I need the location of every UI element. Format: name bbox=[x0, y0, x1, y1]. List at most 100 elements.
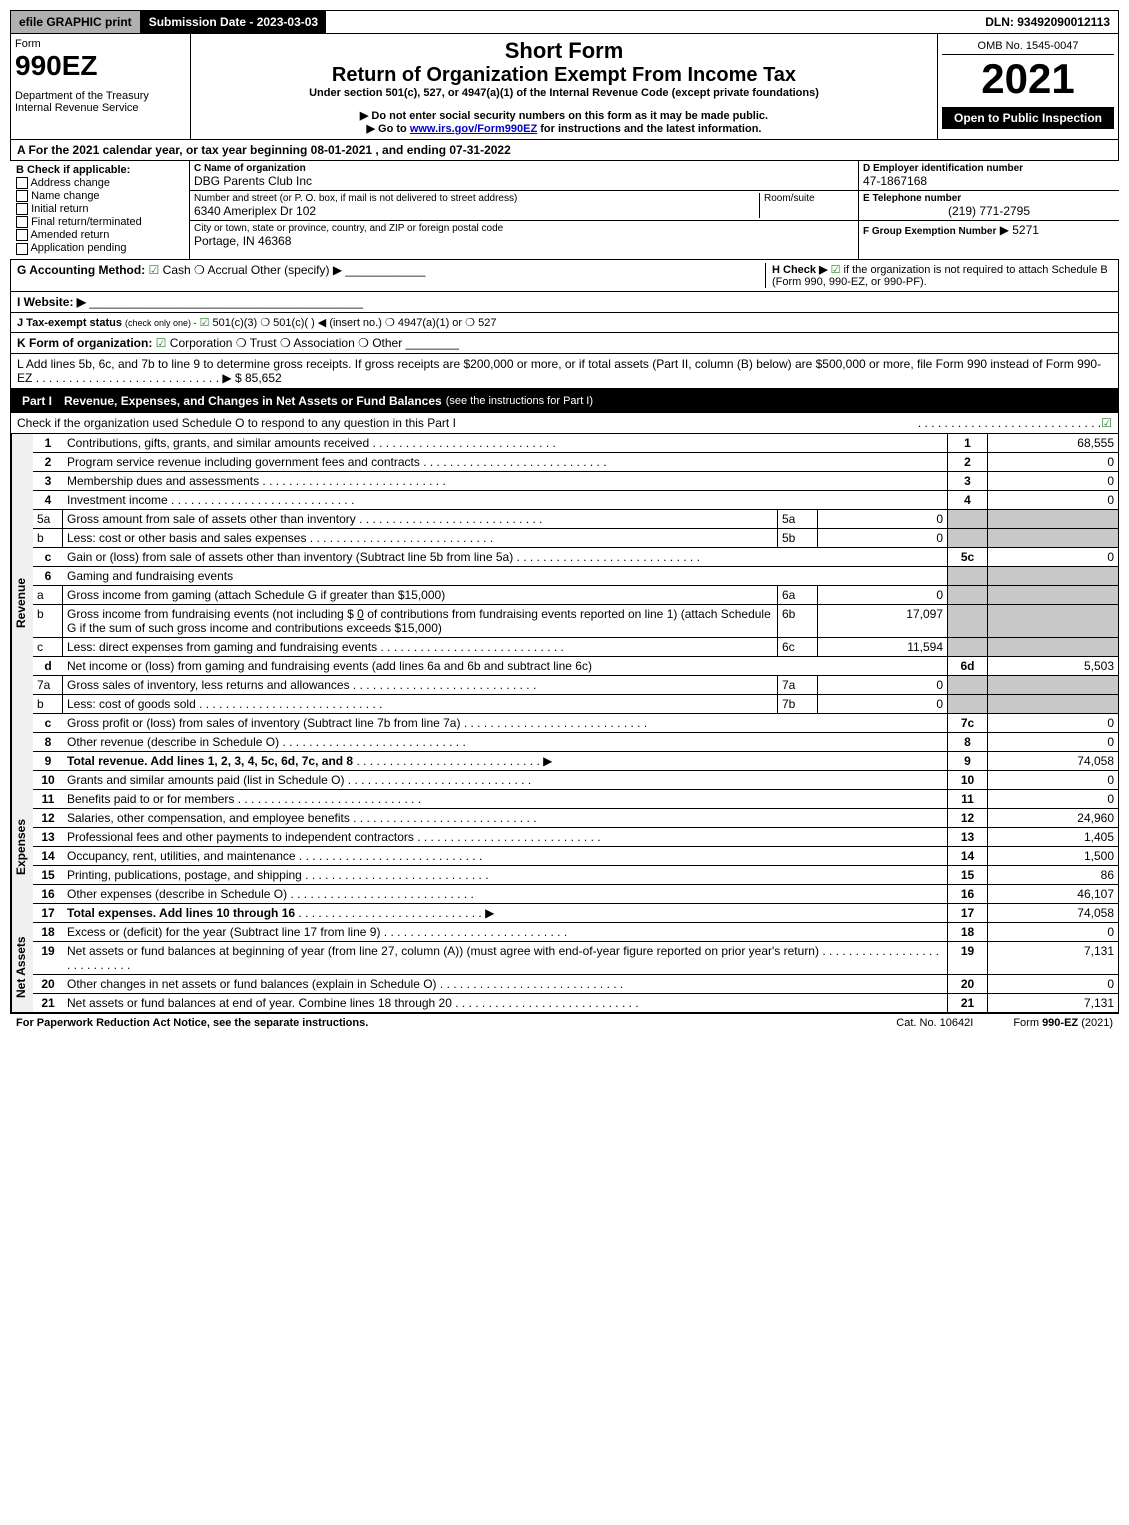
city-value: Portage, IN 46368 bbox=[194, 234, 854, 248]
chk-final-return[interactable]: Final return/terminated bbox=[16, 216, 183, 228]
section-c: C Name of organization DBG Parents Club … bbox=[190, 161, 859, 259]
val-13: 1,405 bbox=[988, 828, 1118, 846]
submission-date-label: Submission Date - 2023-03-03 bbox=[141, 11, 326, 33]
section-gh: G Accounting Method: Cash Accrual Other … bbox=[10, 260, 1119, 292]
group-exemption-block: F Group Exemption Number ▶ 5271 bbox=[859, 221, 1119, 239]
form-org-label: K Form of organization: bbox=[17, 336, 152, 350]
val-20: 0 bbox=[988, 975, 1118, 993]
top-bar: efile GRAPHIC print Submission Date - 20… bbox=[10, 10, 1119, 34]
line-6b: bGross income from fundraising events (n… bbox=[33, 605, 1118, 638]
form-ref: Form 990-EZ (2021) bbox=[1013, 1017, 1113, 1029]
line-19: 19Net assets or fund balances at beginni… bbox=[33, 942, 1118, 975]
year-block: OMB No. 1545-0047 2021 Open to Public In… bbox=[938, 34, 1118, 139]
val-12: 24,960 bbox=[988, 809, 1118, 827]
accounting-other: Other (specify) ▶ bbox=[251, 263, 342, 277]
ein-value: 47-1867168 bbox=[863, 174, 1115, 188]
group-label: F Group Exemption Number bbox=[863, 226, 996, 237]
ein-label: D Employer identification number bbox=[863, 163, 1115, 174]
dept-label: Department of the Treasury bbox=[15, 90, 186, 102]
section-a: A For the 2021 calendar year, or tax yea… bbox=[10, 140, 1119, 161]
line-5b: bLess: cost or other basis and sales exp… bbox=[33, 529, 1118, 548]
revenue-section: Revenue 1Contributions, gifts, grants, a… bbox=[10, 434, 1119, 771]
val-7c: 0 bbox=[988, 714, 1118, 732]
line-6c: cLess: direct expenses from gaming and f… bbox=[33, 638, 1118, 657]
form-number: 990EZ bbox=[15, 50, 186, 82]
chk-other-org[interactable] bbox=[358, 336, 369, 350]
tax-exempt-label: J Tax-exempt status bbox=[17, 317, 122, 329]
city-block: City or town, state or province, country… bbox=[190, 221, 858, 250]
section-h: H Check ▶ if the organization is not req… bbox=[765, 263, 1112, 288]
expenses-section: Expenses 10Grants and similar amounts pa… bbox=[10, 771, 1119, 923]
val-15: 86 bbox=[988, 866, 1118, 884]
form-prefix: Form bbox=[15, 38, 186, 50]
section-j: J Tax-exempt status (check only one) - 5… bbox=[10, 313, 1119, 333]
section-g: G Accounting Method: Cash Accrual Other … bbox=[17, 263, 765, 288]
chk-trust[interactable] bbox=[236, 336, 247, 350]
chk-501c3[interactable] bbox=[200, 317, 210, 329]
val-4: 0 bbox=[988, 491, 1118, 509]
chk-schedule-o[interactable] bbox=[1101, 416, 1112, 430]
irs-label: Internal Revenue Service bbox=[15, 102, 186, 114]
page-footer: For Paperwork Reduction Act Notice, see … bbox=[10, 1013, 1119, 1032]
val-14: 1,500 bbox=[988, 847, 1118, 865]
phone-label: E Telephone number bbox=[863, 193, 1115, 204]
part1-checknote: Check if the organization used Schedule … bbox=[10, 413, 1119, 434]
chk-amended-return[interactable]: Amended return bbox=[16, 229, 183, 241]
irs-link[interactable]: www.irs.gov/Form990EZ bbox=[410, 123, 537, 135]
val-18: 0 bbox=[988, 923, 1118, 941]
room-suite-label: Room/suite bbox=[759, 193, 854, 218]
chk-initial-return[interactable]: Initial return bbox=[16, 203, 183, 215]
goto-note: ▶ Go to www.irs.gov/Form990EZ for instru… bbox=[195, 122, 933, 135]
org-info-grid: B Check if applicable: Address change Na… bbox=[10, 161, 1119, 260]
val-17: 74,058 bbox=[988, 904, 1118, 922]
netassets-section: Net Assets 18Excess or (deficit) for the… bbox=[10, 923, 1119, 1013]
line-18: 18Excess or (deficit) for the year (Subt… bbox=[33, 923, 1118, 942]
line-16: 16Other expenses (describe in Schedule O… bbox=[33, 885, 1118, 904]
part1-desc: (see the instructions for Part I) bbox=[446, 395, 593, 407]
chk-name-change[interactable]: Name change bbox=[16, 190, 183, 202]
chk-corporation[interactable] bbox=[156, 336, 167, 350]
dln-label: DLN: 93492090012113 bbox=[977, 11, 1118, 33]
tax-year: 2021 bbox=[942, 55, 1114, 103]
chk-527[interactable] bbox=[465, 317, 475, 329]
title-under: Under section 501(c), 527, or 4947(a)(1)… bbox=[195, 87, 933, 99]
val-8: 0 bbox=[988, 733, 1118, 751]
chk-accrual[interactable] bbox=[194, 263, 205, 277]
chk-application-pending[interactable]: Application pending bbox=[16, 242, 183, 254]
val-21: 7,131 bbox=[988, 994, 1118, 1012]
val-10: 0 bbox=[988, 771, 1118, 789]
chk-address-change[interactable]: Address change bbox=[16, 177, 183, 189]
line-5c: cGain or (loss) from sale of assets othe… bbox=[33, 548, 1118, 567]
val-19: 7,131 bbox=[988, 942, 1118, 974]
line-13: 13Professional fees and other payments t… bbox=[33, 828, 1118, 847]
city-label: City or town, state or province, country… bbox=[194, 223, 854, 234]
form-header: Form 990EZ Department of the Treasury In… bbox=[10, 34, 1119, 140]
efile-print-button[interactable]: efile GRAPHIC print bbox=[11, 11, 141, 33]
line-14: 14Occupancy, rent, utilities, and mainte… bbox=[33, 847, 1118, 866]
part1-title: Revenue, Expenses, and Changes in Net As… bbox=[64, 394, 442, 408]
line-15: 15Printing, publications, postage, and s… bbox=[33, 866, 1118, 885]
phone-block: E Telephone number (219) 771-2795 bbox=[859, 191, 1119, 221]
chk-501c[interactable] bbox=[260, 317, 270, 329]
line-6a: aGross income from gaming (attach Schedu… bbox=[33, 586, 1118, 605]
revenue-vert-label: Revenue bbox=[11, 434, 33, 771]
title-short: Short Form bbox=[195, 38, 933, 64]
val-2: 0 bbox=[988, 453, 1118, 471]
val-1: 68,555 bbox=[988, 434, 1118, 452]
chk-cash[interactable] bbox=[149, 263, 160, 277]
val-3: 0 bbox=[988, 472, 1118, 490]
schedule-o-note: Check if the organization used Schedule … bbox=[17, 416, 918, 430]
val-16: 46,107 bbox=[988, 885, 1118, 903]
val-11: 0 bbox=[988, 790, 1118, 808]
chk-schedule-b[interactable] bbox=[831, 264, 841, 276]
phone-value: (219) 771-2795 bbox=[863, 204, 1115, 218]
section-l: L Add lines 5b, 6c, and 7b to line 9 to … bbox=[10, 354, 1119, 389]
line-11: 11Benefits paid to or for members110 bbox=[33, 790, 1118, 809]
line-4: 4Investment income40 bbox=[33, 491, 1118, 510]
ein-block: D Employer identification number 47-1867… bbox=[859, 161, 1119, 191]
org-name-block: C Name of organization DBG Parents Club … bbox=[190, 161, 858, 191]
title-block: Short Form Return of Organization Exempt… bbox=[191, 34, 938, 139]
chk-association[interactable] bbox=[280, 336, 291, 350]
line-2: 2Program service revenue including gover… bbox=[33, 453, 1118, 472]
chk-4947[interactable] bbox=[385, 317, 395, 329]
